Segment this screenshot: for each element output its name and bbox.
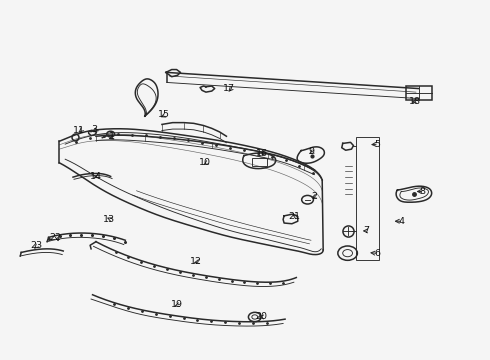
Text: 14: 14 bbox=[90, 172, 102, 181]
Text: 21: 21 bbox=[288, 212, 300, 221]
Text: 20: 20 bbox=[256, 312, 268, 321]
Text: 8: 8 bbox=[419, 187, 425, 196]
Text: 18: 18 bbox=[409, 96, 421, 105]
Bar bbox=[356, 137, 379, 260]
Text: 17: 17 bbox=[223, 84, 235, 93]
Text: 3: 3 bbox=[92, 125, 98, 134]
Text: 11: 11 bbox=[73, 126, 85, 135]
Text: 12: 12 bbox=[190, 257, 202, 266]
Text: 15: 15 bbox=[158, 110, 171, 119]
Bar bbox=[406, 86, 432, 100]
Text: 6: 6 bbox=[374, 249, 380, 258]
Text: 19: 19 bbox=[171, 300, 183, 309]
Bar bbox=[252, 158, 267, 166]
Text: 1: 1 bbox=[109, 132, 115, 141]
Text: 13: 13 bbox=[103, 215, 115, 224]
Text: 5: 5 bbox=[374, 140, 380, 149]
Text: 2: 2 bbox=[311, 192, 318, 201]
Text: 10: 10 bbox=[199, 158, 211, 167]
Text: 9: 9 bbox=[308, 147, 315, 156]
Text: 4: 4 bbox=[398, 217, 404, 226]
Text: 22: 22 bbox=[49, 233, 61, 242]
Text: 7: 7 bbox=[363, 226, 369, 235]
Text: 23: 23 bbox=[30, 241, 42, 250]
Text: 16: 16 bbox=[256, 149, 268, 158]
